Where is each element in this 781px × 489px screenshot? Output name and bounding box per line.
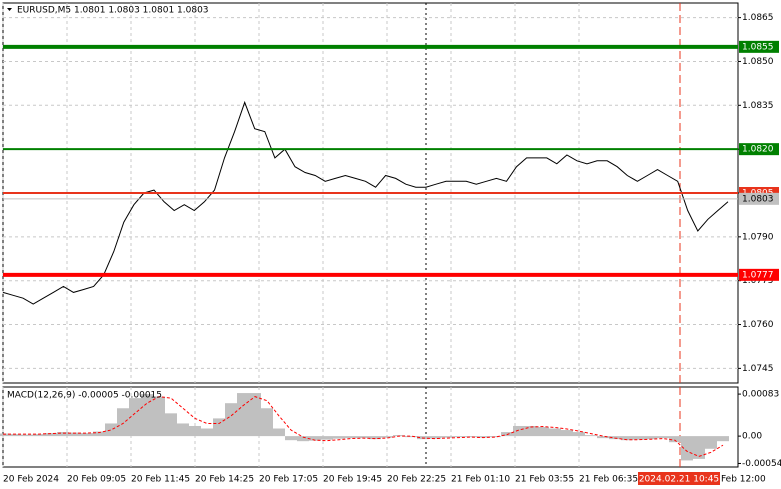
- macd-bar: [81, 433, 93, 437]
- macd-bar: [309, 436, 321, 441]
- macd-bar: [705, 436, 717, 449]
- macd-bar: [333, 436, 345, 439]
- macd-bar: [669, 436, 681, 443]
- level-label: 1.0855: [742, 42, 774, 52]
- macd-bar: [177, 423, 189, 437]
- macd-bar: [405, 436, 417, 438]
- chart-title: EURUSD,M5 1.0801 1.0803 1.0801 1.0803: [17, 6, 209, 16]
- x-tick-label: 20 Feb 22:25: [387, 475, 446, 485]
- macd-bar: [213, 418, 225, 437]
- level-label: 1.0820: [742, 145, 774, 155]
- y-tick-label: 1.0790: [742, 232, 774, 242]
- y-tick-label: 1.0835: [742, 101, 774, 111]
- macd-bar: [273, 428, 285, 437]
- x-tick-label: 20 Feb 09:05: [67, 475, 126, 485]
- macd-bar: [513, 425, 525, 437]
- level-label: 1.0803: [742, 194, 774, 204]
- macd-bar: [105, 423, 117, 437]
- level-label-bg: [739, 192, 779, 205]
- macd-bar: [597, 436, 609, 439]
- menu-arrow: [7, 8, 12, 11]
- x-tick-label: 20 Feb 2024: [3, 475, 59, 485]
- macd-bar: [561, 430, 573, 437]
- macd-bar: [645, 436, 657, 440]
- macd-bar: [453, 436, 465, 438]
- price-line: [2, 100, 729, 305]
- macd-bar: [261, 408, 273, 437]
- macd-bar: [165, 413, 177, 437]
- x-tick-label: 20 Feb 17:05: [259, 475, 318, 485]
- macd-bar: [585, 435, 597, 437]
- level-label-bg: [739, 40, 779, 53]
- y-tick-label: 1.0865: [742, 13, 774, 23]
- macd-bar: [573, 432, 585, 437]
- x-tick-label: Feb 12:00: [721, 475, 766, 485]
- macd-bar: [237, 393, 249, 437]
- macd-bar: [381, 436, 393, 438]
- macd-bar: [549, 428, 561, 437]
- level-label: 1.0777: [742, 270, 774, 280]
- x-tick-label: 21 Feb 01:10: [451, 475, 510, 485]
- macd-bar: [93, 431, 105, 437]
- macd-bar: [201, 428, 213, 437]
- macd-bar: [33, 434, 45, 437]
- x-tick-label: 20 Feb 11:45: [131, 475, 190, 485]
- macd-bar: [621, 436, 633, 441]
- macd-bar: [693, 436, 705, 459]
- macd-bar: [0, 433, 9, 437]
- macd-bar: [321, 436, 333, 440]
- macd-bar: [345, 436, 357, 439]
- macd-bar: [117, 408, 129, 437]
- macd-bar: [225, 403, 237, 437]
- x-tick-label: 21 Feb 06:35: [579, 475, 638, 485]
- macd-bar: [369, 436, 381, 440]
- macd-bar: [489, 436, 501, 438]
- level-label-bg: [739, 143, 779, 156]
- macd-bar: [441, 436, 453, 438]
- macd-bar: [21, 434, 33, 437]
- macd-bar: [681, 436, 693, 461]
- signal-line: [3, 396, 724, 457]
- macd-bar: [69, 432, 81, 437]
- macd-bar: [429, 436, 441, 439]
- macd-bar: [189, 425, 201, 437]
- macd-bar: [657, 436, 669, 439]
- macd-bar: [285, 436, 297, 441]
- level-label-bg: [739, 268, 779, 281]
- macd-bar: [633, 436, 645, 440]
- macd-bar: [357, 436, 369, 439]
- macd-bar: [717, 436, 729, 442]
- y-tick-label: 1.0760: [742, 320, 774, 330]
- macd-bar: [525, 425, 537, 437]
- y-tick-label: 0.00: [742, 432, 762, 442]
- macd-title: MACD(12,26,9) -0.00005 -0.00015: [7, 391, 162, 401]
- macd-bar: [249, 393, 261, 437]
- macd-bar: [465, 436, 477, 438]
- y-tick-label: 0.00083: [742, 390, 779, 400]
- macd-bar: [9, 434, 21, 437]
- macd-bar: [141, 394, 153, 437]
- macd-bar: [153, 396, 165, 437]
- macd-bar: [297, 436, 309, 442]
- x-tick-label: 20 Feb 19:45: [323, 475, 382, 485]
- y-tick-label: 1.0745: [742, 364, 774, 374]
- macd-bar: [57, 432, 69, 437]
- macd-bar: [537, 427, 549, 437]
- y-tick-label: 1.0850: [742, 57, 774, 67]
- macd-bar: [45, 433, 57, 437]
- macd-bar: [477, 436, 489, 438]
- x-tick-label: 21 Feb 03:55: [515, 475, 574, 485]
- x-tick-label: 20 Feb 14:25: [195, 475, 254, 485]
- y-tick-label: -0.00054: [742, 459, 781, 469]
- y-tick-label: 1.0775: [742, 276, 774, 286]
- macd-bar: [129, 398, 141, 437]
- cursor-label-bg: [638, 472, 720, 485]
- cursor-time-label: 2024.02.21 10:45: [639, 475, 719, 485]
